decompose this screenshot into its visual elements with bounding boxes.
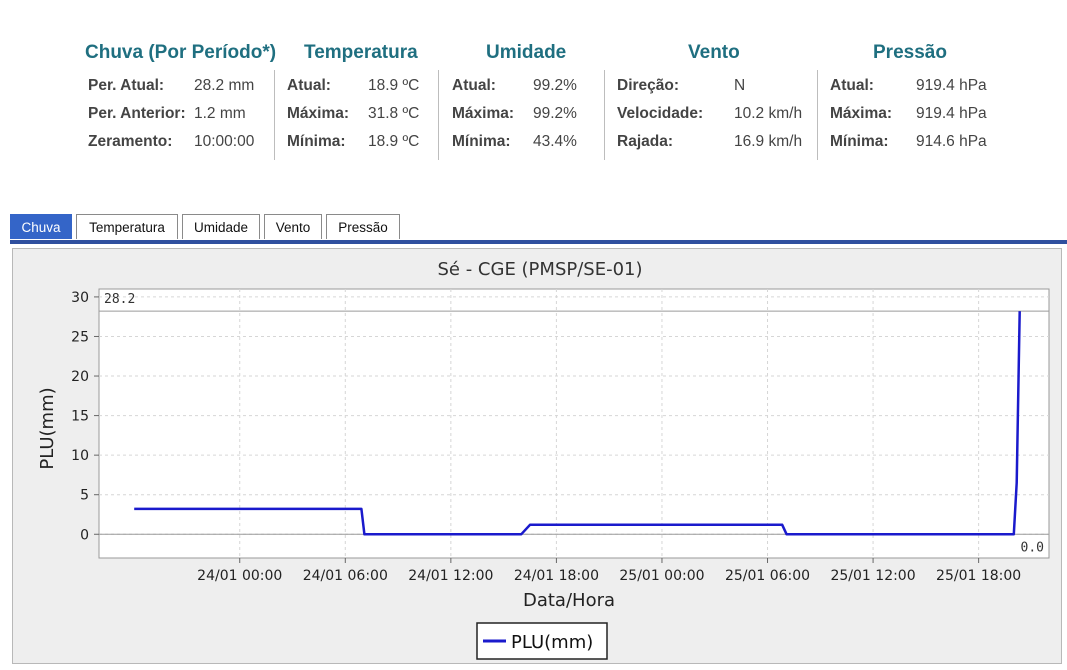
stats-label: Atual: bbox=[452, 77, 496, 94]
stats-label: Mínima: bbox=[287, 133, 346, 150]
rain-chart: Sé - CGE (PMSP/SE-01) 28.2 0.0 0 5 10 15 20 25… bbox=[37, 259, 1050, 660]
stats-value: 18.9 ºC bbox=[368, 133, 420, 150]
y-tick-label: 20 bbox=[71, 369, 89, 385]
series-line-plu bbox=[134, 311, 1021, 536]
stats-label: Atual: bbox=[287, 77, 331, 94]
series-layer bbox=[134, 311, 1021, 536]
stats-value: 99.2% bbox=[533, 105, 577, 122]
stats-label: Máxima: bbox=[287, 105, 350, 122]
stats-divider bbox=[438, 70, 439, 160]
stats-value: 10.2 km/h bbox=[734, 105, 803, 122]
stats-value: 919.4 hPa bbox=[916, 105, 987, 122]
stats-divider bbox=[274, 70, 275, 160]
x-tick-label: 25/01 12:00 bbox=[830, 568, 915, 584]
stats-label: Máxima: bbox=[830, 105, 893, 122]
marker-label: 0.0 bbox=[1021, 540, 1044, 555]
stats-value: 1.2 mm bbox=[194, 105, 246, 122]
x-tick-label: 24/01 18:00 bbox=[514, 568, 599, 584]
x-tick-label: 24/01 12:00 bbox=[408, 568, 493, 584]
x-axis-title: Data/Hora bbox=[523, 590, 615, 611]
stats-value: 16.9 km/h bbox=[734, 133, 803, 150]
y-tick-label: 10 bbox=[71, 448, 89, 464]
tab-temperatura[interactable]: Temperatura bbox=[76, 214, 178, 239]
stats-value: 919.4 hPa bbox=[916, 77, 987, 94]
legend-label: PLU(mm) bbox=[511, 632, 593, 653]
y-tick-label: 25 bbox=[71, 329, 89, 345]
stats-label: Velocidade: bbox=[617, 105, 704, 122]
tab-pressao[interactable]: Pressão bbox=[326, 214, 400, 239]
x-tick-label: 24/01 06:00 bbox=[303, 568, 388, 584]
stats-humidity-title: Umidade bbox=[486, 42, 567, 63]
stats-label: Atual: bbox=[830, 77, 874, 94]
marker-label: 28.2 bbox=[104, 292, 135, 307]
stats-value: 28.2 mm bbox=[194, 77, 255, 94]
y-tick-label: 5 bbox=[80, 488, 89, 504]
stats-label: Mínima: bbox=[830, 133, 889, 150]
stats-label: Zeramento: bbox=[88, 133, 173, 150]
x-tick-label: 24/01 00:00 bbox=[197, 568, 282, 584]
stats-divider bbox=[817, 70, 818, 160]
y-tick-label: 15 bbox=[71, 409, 89, 425]
stats-value: 18.9 ºC bbox=[368, 77, 420, 94]
stats-label: Máxima: bbox=[452, 105, 515, 122]
tab-chuva[interactable]: Chuva bbox=[10, 214, 72, 239]
stats-divider bbox=[604, 70, 605, 160]
stats-wind-title: Vento bbox=[688, 42, 740, 63]
tab-umidade[interactable]: Umidade bbox=[182, 214, 260, 239]
y-axis-title: PLU(mm) bbox=[37, 387, 58, 469]
stats-value: 43.4% bbox=[533, 133, 577, 150]
y-tick-label: 0 bbox=[80, 527, 89, 543]
stats-value: 10:00:00 bbox=[194, 133, 255, 150]
stats-value: 914.6 hPa bbox=[916, 133, 987, 150]
stats-label: Direção: bbox=[617, 77, 680, 94]
y-axis: 0 5 10 15 20 25 30 bbox=[71, 290, 99, 543]
plot-area bbox=[98, 288, 1050, 559]
stats-value: 31.8 ºC bbox=[368, 105, 420, 122]
x-tick-label: 25/01 18:00 bbox=[936, 568, 1021, 584]
tab-bar-underline bbox=[10, 240, 1067, 244]
stats-temperature-title: Temperatura bbox=[304, 42, 418, 63]
stats-rain-title: Chuva (Por Período*) bbox=[85, 42, 277, 63]
stats-pressure-title: Pressão bbox=[873, 42, 947, 63]
stats-label: Per. Anterior: bbox=[88, 105, 186, 122]
chart-title: Sé - CGE (PMSP/SE-01) bbox=[437, 259, 642, 280]
tab-vento[interactable]: Vento bbox=[264, 214, 322, 239]
stats-label: Rajada: bbox=[617, 133, 673, 150]
x-tick-label: 25/01 00:00 bbox=[619, 568, 704, 584]
legend: PLU(mm) bbox=[476, 622, 608, 660]
stats-label: Mínima: bbox=[452, 133, 511, 150]
stats-value: N bbox=[734, 77, 746, 94]
stats-label: Per. Atual: bbox=[88, 77, 165, 94]
y-tick-label: 30 bbox=[71, 290, 89, 306]
x-tick-label: 25/01 06:00 bbox=[725, 568, 810, 584]
x-axis: 24/01 00:00 24/01 06:00 24/01 12:00 24/01 1… bbox=[197, 558, 1021, 584]
chart-panel: Sé - CGE (PMSP/SE-01) 28.2 0.0 0 5 10 15 20 25… bbox=[12, 248, 1062, 664]
stats-value: 99.2% bbox=[533, 77, 577, 94]
